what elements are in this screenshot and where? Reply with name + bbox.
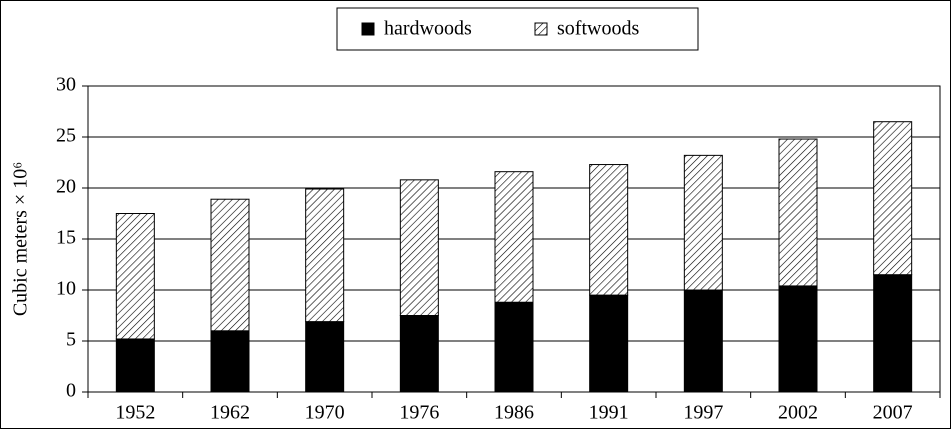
y-tick-label: 0 bbox=[66, 380, 76, 402]
bar-segment bbox=[589, 164, 629, 296]
legend-swatch bbox=[534, 22, 548, 36]
x-tick-label: 2002 bbox=[778, 402, 818, 424]
bar-segment bbox=[305, 188, 345, 323]
bar-segment bbox=[210, 198, 250, 332]
x-tick-label: 1970 bbox=[305, 402, 345, 424]
bar-segment bbox=[494, 301, 534, 393]
bar-segment bbox=[683, 289, 723, 393]
y-axis-label: Cubic meters × 10⁶ bbox=[10, 162, 32, 316]
bar-segment bbox=[115, 338, 155, 393]
bar-segment bbox=[399, 315, 439, 393]
legend-label: hardwoods bbox=[384, 18, 472, 40]
y-tick-label: 30 bbox=[56, 74, 76, 96]
x-tick-label: 1986 bbox=[494, 402, 534, 424]
bar-segment bbox=[778, 285, 818, 393]
bar-segment bbox=[778, 138, 818, 287]
x-tick-label: 1976 bbox=[399, 402, 439, 424]
y-tick-label: 10 bbox=[56, 278, 76, 300]
legend-box bbox=[336, 7, 699, 51]
x-tick-label: 2007 bbox=[873, 402, 913, 424]
bar-segment bbox=[305, 321, 345, 393]
x-tick-label: 1997 bbox=[683, 402, 723, 424]
x-tick-label: 1952 bbox=[115, 402, 155, 424]
bar-segment bbox=[589, 294, 629, 393]
legend-swatch bbox=[361, 22, 375, 36]
legend-label: softwoods bbox=[557, 18, 639, 40]
bar-segment bbox=[210, 330, 250, 393]
bar-segment bbox=[683, 154, 723, 291]
bar-segment bbox=[873, 274, 913, 393]
y-tick-label: 15 bbox=[56, 227, 76, 249]
bar-segment bbox=[399, 179, 439, 316]
y-tick-label: 20 bbox=[56, 176, 76, 198]
x-tick-label: 1962 bbox=[210, 402, 250, 424]
x-tick-label: 1991 bbox=[589, 402, 629, 424]
y-tick-label: 5 bbox=[66, 329, 76, 351]
bar-segment bbox=[873, 121, 913, 276]
bar-segment bbox=[115, 213, 155, 340]
bar-segment bbox=[494, 171, 534, 303]
y-tick-label: 25 bbox=[56, 125, 76, 147]
